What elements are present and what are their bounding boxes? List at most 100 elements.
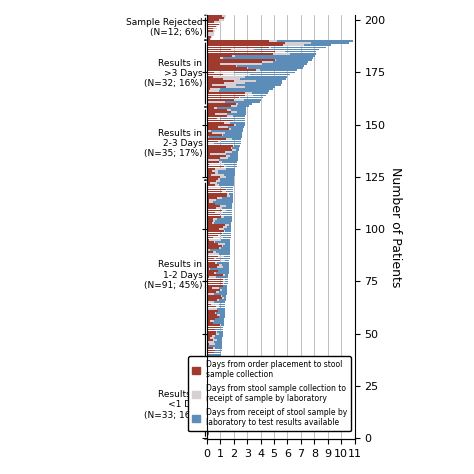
Bar [219, 303, 225, 305]
Bar [209, 199, 216, 201]
Bar [212, 393, 216, 395]
Bar [207, 21, 214, 23]
Bar [208, 187, 221, 188]
Bar [219, 287, 227, 289]
Bar [207, 260, 219, 262]
Bar [215, 172, 219, 173]
Bar [228, 157, 238, 159]
Bar [256, 70, 260, 71]
Bar [207, 157, 220, 159]
Bar [231, 111, 237, 113]
Bar [217, 333, 219, 335]
Bar [220, 63, 262, 65]
Bar [213, 201, 233, 203]
Bar [252, 92, 268, 94]
Bar [232, 151, 238, 153]
Bar [245, 92, 252, 94]
Bar [219, 291, 227, 293]
Bar [207, 371, 216, 372]
Bar [210, 408, 214, 410]
Bar [207, 291, 216, 293]
Bar [214, 337, 222, 339]
Bar [207, 433, 209, 435]
Bar [225, 132, 242, 134]
Bar [207, 320, 210, 322]
Bar [207, 210, 222, 211]
Bar [216, 276, 228, 278]
Bar [226, 155, 230, 157]
Bar [221, 235, 231, 237]
Bar [207, 266, 217, 268]
Bar [236, 65, 237, 67]
Bar [207, 281, 223, 283]
Bar [236, 84, 281, 86]
Bar [215, 220, 232, 222]
Bar [207, 53, 273, 55]
Bar [210, 88, 219, 90]
Bar [219, 300, 226, 301]
Bar [234, 145, 240, 146]
Bar [213, 347, 215, 349]
Bar [215, 241, 230, 243]
Bar [214, 257, 216, 259]
Bar [207, 107, 214, 109]
Bar [207, 51, 275, 53]
Bar [217, 360, 221, 362]
Bar [209, 408, 210, 410]
Bar [207, 385, 211, 387]
Bar [254, 49, 319, 50]
Bar [207, 101, 208, 103]
Bar [222, 295, 226, 297]
Bar [207, 287, 212, 289]
Bar [207, 49, 231, 50]
Bar [207, 419, 209, 420]
Bar [207, 182, 210, 184]
Bar [219, 19, 224, 21]
Bar [219, 88, 273, 90]
Bar [217, 314, 220, 316]
Bar [215, 113, 227, 115]
Bar [215, 347, 222, 349]
Bar [207, 220, 213, 222]
Bar [230, 155, 238, 157]
Bar [210, 417, 211, 418]
Bar [207, 268, 209, 270]
Bar [212, 84, 236, 86]
Bar [211, 404, 214, 406]
Bar [207, 343, 209, 345]
Bar [207, 91, 209, 92]
Bar [207, 193, 227, 195]
Bar [207, 247, 219, 249]
Bar [219, 306, 225, 308]
Bar [221, 247, 230, 249]
Bar [207, 78, 223, 80]
Bar [207, 295, 221, 297]
Bar [215, 318, 224, 320]
Bar [224, 122, 230, 124]
Bar [218, 371, 220, 372]
Bar [207, 170, 212, 172]
Bar [214, 301, 226, 303]
Bar [214, 398, 215, 400]
Bar [227, 168, 236, 170]
Bar [207, 143, 208, 145]
Bar [207, 408, 209, 410]
Bar [222, 134, 223, 136]
Bar [211, 417, 212, 418]
Bar [214, 383, 216, 385]
Bar [229, 224, 231, 226]
Bar [207, 63, 220, 65]
Bar [245, 86, 275, 88]
Bar [207, 168, 215, 170]
Bar [216, 312, 225, 314]
Bar [208, 420, 209, 422]
Bar [207, 30, 213, 32]
Bar [222, 297, 224, 299]
Bar [226, 153, 238, 155]
Bar [207, 257, 214, 259]
Bar [207, 392, 208, 393]
Bar [215, 366, 221, 368]
Bar [207, 395, 208, 397]
Bar [207, 235, 218, 237]
Bar [236, 103, 238, 105]
